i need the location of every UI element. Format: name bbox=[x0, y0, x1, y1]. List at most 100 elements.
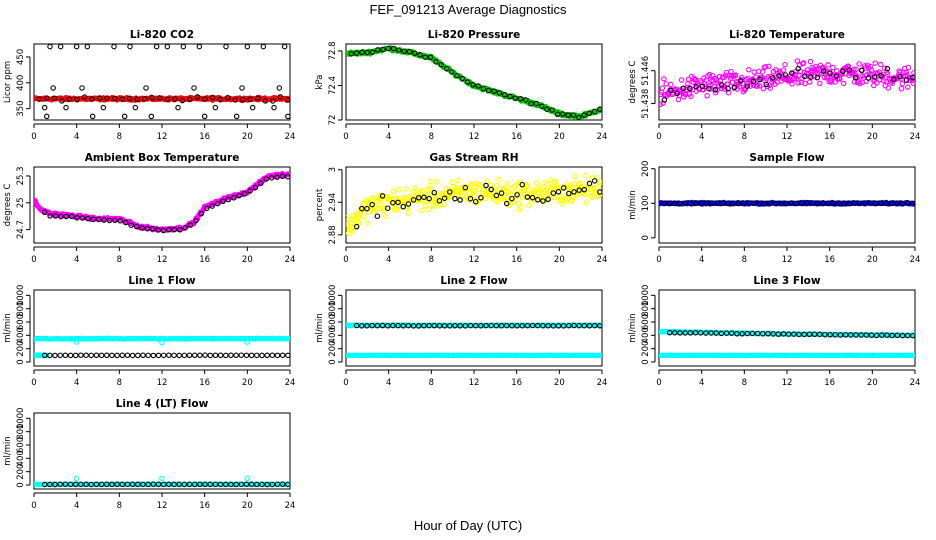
data-point bbox=[217, 96, 223, 103]
data-point bbox=[369, 322, 375, 329]
data-point bbox=[708, 330, 714, 336]
x-tick-label: 20 bbox=[242, 501, 253, 511]
data-point bbox=[833, 73, 840, 79]
series-spikes bbox=[73, 339, 251, 346]
data-point bbox=[73, 44, 80, 50]
plot-frame bbox=[345, 166, 603, 244]
data-point bbox=[545, 181, 551, 187]
data-point bbox=[799, 200, 805, 207]
data-point bbox=[104, 352, 110, 359]
data-point bbox=[155, 227, 161, 233]
data-point bbox=[220, 198, 226, 205]
x-tick-label: 20 bbox=[242, 132, 253, 142]
data-point bbox=[528, 100, 534, 107]
data-point bbox=[751, 200, 757, 206]
data-point bbox=[455, 177, 461, 184]
data-point bbox=[555, 323, 562, 329]
x-tick-label: 0 bbox=[31, 255, 36, 265]
data-point bbox=[904, 200, 911, 206]
series-avg bbox=[36, 44, 290, 120]
data-point bbox=[697, 330, 704, 336]
data-point bbox=[132, 104, 139, 111]
x-tick-label: 12 bbox=[157, 132, 168, 142]
data-point bbox=[852, 74, 859, 81]
data-point bbox=[224, 95, 231, 101]
y-tick-label: 600 bbox=[328, 314, 338, 330]
data-point bbox=[262, 98, 269, 104]
data-point bbox=[63, 213, 70, 220]
data-point bbox=[457, 197, 463, 203]
y-tick-label: 600 bbox=[16, 314, 26, 330]
data-point bbox=[258, 180, 264, 187]
data-point bbox=[878, 73, 884, 79]
data-point bbox=[904, 332, 911, 339]
panel-title: Li-820 Pressure bbox=[428, 29, 521, 41]
data-point bbox=[581, 112, 587, 118]
y-tick-label: 1000 bbox=[641, 285, 651, 307]
data-point bbox=[390, 188, 397, 194]
data-point bbox=[247, 96, 253, 103]
data-point bbox=[498, 190, 505, 196]
data-point bbox=[757, 76, 763, 83]
x-tick-label: 0 bbox=[656, 132, 661, 142]
x-tick-label: 16 bbox=[511, 255, 522, 265]
data-point bbox=[247, 188, 253, 194]
data-point bbox=[396, 47, 402, 53]
data-point bbox=[57, 352, 63, 359]
x-tick-label: 20 bbox=[867, 378, 878, 388]
data-point bbox=[41, 352, 48, 359]
data-point bbox=[515, 200, 522, 207]
data-point bbox=[800, 60, 807, 66]
data-point bbox=[225, 196, 232, 203]
data-point bbox=[846, 200, 853, 207]
plot-frame bbox=[658, 289, 916, 367]
y-tick-label: 800 bbox=[16, 301, 26, 317]
x-tick-label: 16 bbox=[824, 378, 835, 388]
data-point bbox=[682, 200, 689, 206]
data-point bbox=[277, 94, 284, 100]
data-point bbox=[811, 331, 818, 338]
data-point bbox=[503, 194, 510, 201]
data-point bbox=[202, 352, 208, 358]
data-point bbox=[351, 228, 357, 234]
data-point bbox=[672, 329, 678, 336]
data-point bbox=[62, 481, 69, 487]
data-point bbox=[90, 216, 97, 223]
data-point bbox=[176, 352, 182, 359]
data-point bbox=[677, 330, 683, 336]
data-point bbox=[93, 481, 100, 488]
data-point bbox=[596, 192, 602, 198]
data-point bbox=[825, 200, 832, 206]
data-point bbox=[83, 481, 89, 488]
data-point bbox=[285, 352, 290, 359]
x-tick-label: 0 bbox=[31, 378, 36, 388]
data-point bbox=[498, 322, 505, 329]
plot-area bbox=[346, 322, 602, 359]
data-point bbox=[269, 352, 276, 358]
data-point bbox=[837, 332, 844, 338]
x-tick-label: 4 bbox=[74, 132, 79, 142]
data-point bbox=[166, 352, 172, 358]
series-avg bbox=[661, 65, 915, 103]
data-point bbox=[274, 174, 280, 180]
data-point bbox=[822, 331, 828, 338]
data-point bbox=[268, 175, 275, 181]
data-point bbox=[406, 48, 413, 55]
series-raw-lower bbox=[659, 352, 915, 359]
data-point bbox=[214, 200, 221, 207]
data-point bbox=[449, 179, 455, 186]
plot-area bbox=[34, 44, 290, 120]
x-tick-label: 20 bbox=[867, 255, 878, 265]
data-point bbox=[166, 481, 172, 487]
series-raw-lower bbox=[346, 352, 602, 359]
data-point bbox=[191, 352, 198, 359]
data-point bbox=[239, 85, 245, 91]
data-point bbox=[279, 481, 286, 487]
data-point bbox=[569, 197, 576, 203]
data-point bbox=[447, 323, 453, 329]
data-point bbox=[533, 180, 540, 186]
y-tick-label: 600 bbox=[16, 437, 26, 453]
data-point bbox=[44, 95, 50, 101]
